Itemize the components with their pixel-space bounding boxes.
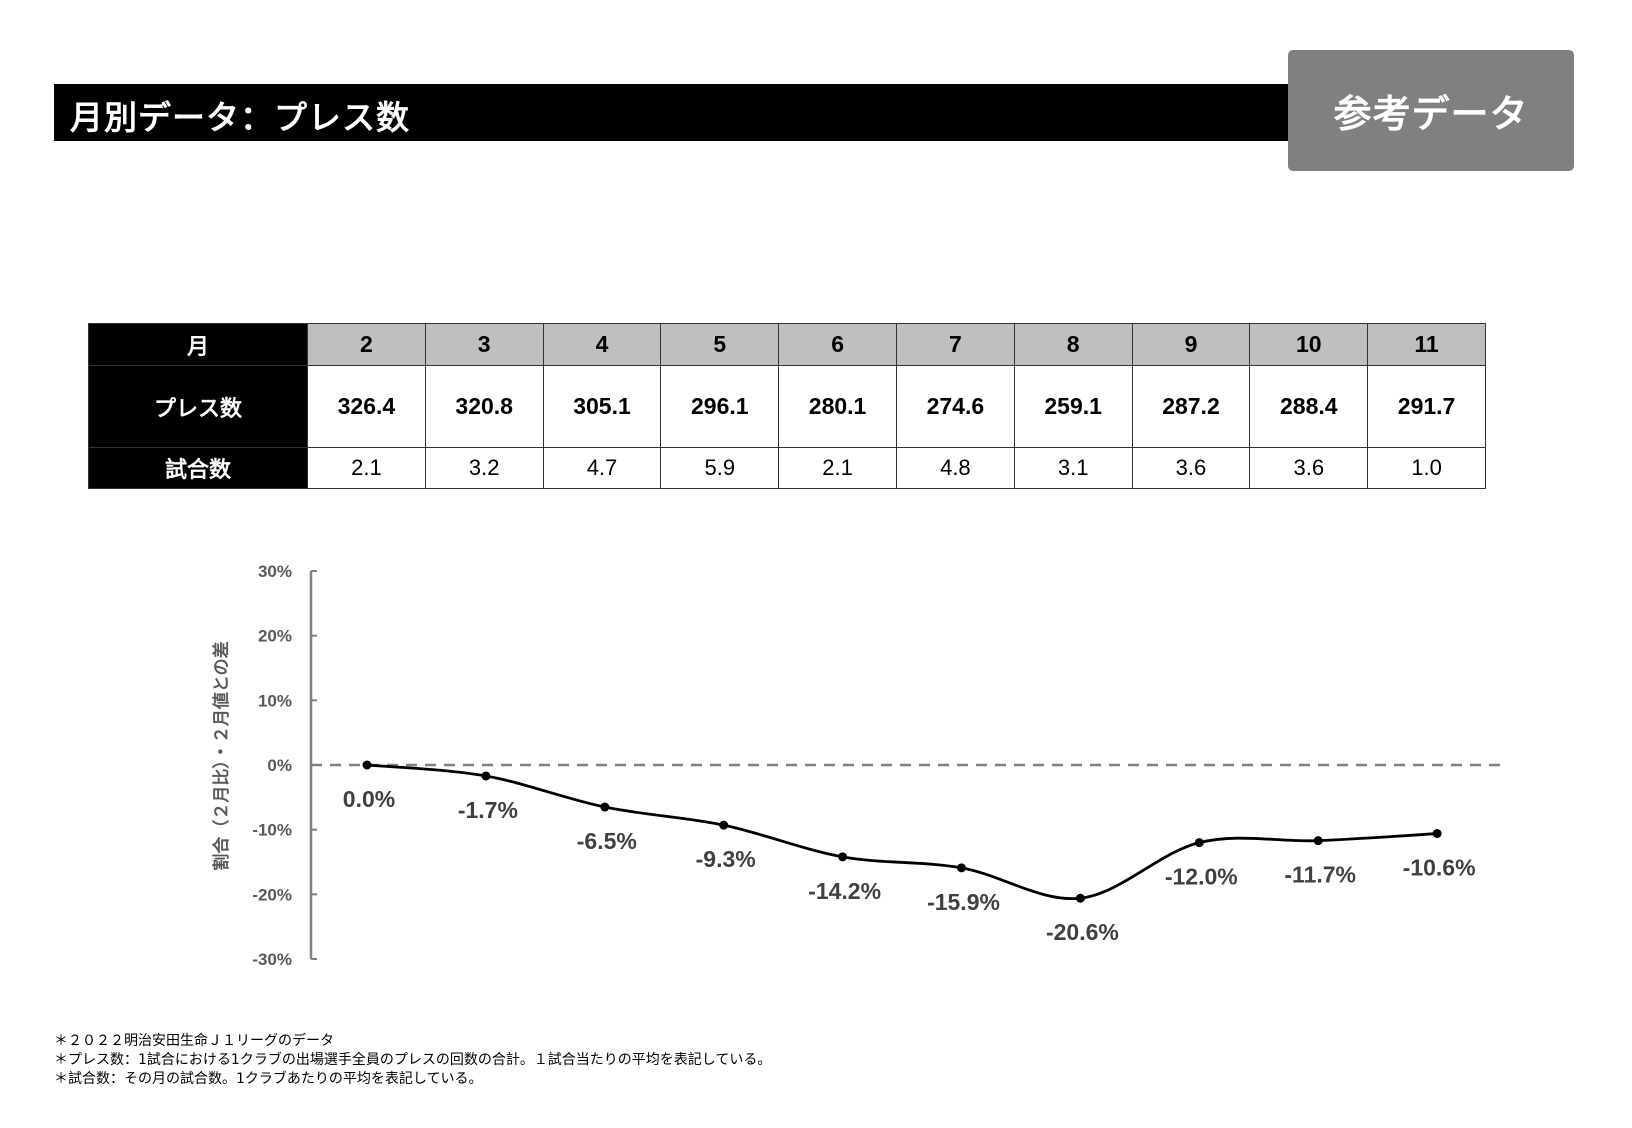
press-cell: 259.1 <box>1013 365 1133 448</box>
month-cell: 11 <box>1367 323 1486 366</box>
data-label: -10.6% <box>1403 855 1476 881</box>
games-cell: 3.1 <box>1013 447 1133 489</box>
games-cell: 4.7 <box>542 447 662 489</box>
y-tick-label: 20% <box>258 627 292 646</box>
press-row: プレス数 326.4 320.8 305.1 296.1 280.1 274.6… <box>88 365 1486 448</box>
games-cell: 3.6 <box>1131 447 1251 489</box>
press-cell: 288.4 <box>1249 365 1369 448</box>
month-row-label: 月 <box>88 323 308 366</box>
title-bar: 月別データ：プレス数 <box>54 84 1304 141</box>
data-label: -9.3% <box>696 846 756 872</box>
y-axis-label: 割合（２月比）・２月値との差 <box>211 641 232 870</box>
footnote: ＊試合数：その月の試合数。1クラブあたりの平均を表記している。 <box>54 1071 483 1087</box>
data-point <box>838 852 848 862</box>
data-label: -12.0% <box>1165 864 1238 890</box>
games-cell: 5.9 <box>660 447 780 489</box>
footnote: ＊２０２２明治安田生命Ｊ１リーグのデータ <box>54 1033 334 1049</box>
month-cell: 4 <box>542 323 662 366</box>
press-cell: 280.1 <box>778 365 897 448</box>
reference-data-badge: 参考データ <box>1288 50 1574 171</box>
press-cell: 320.8 <box>424 365 544 448</box>
data-label: -6.5% <box>577 828 637 854</box>
games-cell: 3.6 <box>1249 447 1369 489</box>
y-tick-label: 10% <box>258 691 292 710</box>
footnotes: ＊２０２２明治安田生命Ｊ１リーグのデータ ＊プレス数：1試合における1クラブの出… <box>54 1032 771 1089</box>
data-point <box>1432 829 1442 839</box>
data-label: -1.7% <box>458 797 518 823</box>
line-chart: 30% 20% 10% 0% -10% -20% -30% 0.0% -1.7% -6.5% -9.… <box>211 562 1500 969</box>
y-tick-label: 30% <box>258 562 292 581</box>
games-row: 試合数 2.1 3.2 4.7 5.9 2.1 4.8 3.1 3.6 3.6 … <box>88 447 1486 489</box>
monthly-data-table: 月 2 3 4 5 6 7 8 9 10 11 プレス数 326.4 320.8… <box>88 323 1486 489</box>
data-point <box>362 760 372 770</box>
data-label: -20.6% <box>1046 919 1119 945</box>
month-row: 月 2 3 4 5 6 7 8 9 10 11 <box>88 323 1486 366</box>
month-cell: 10 <box>1249 323 1369 366</box>
y-tick-label: 0% <box>267 756 292 775</box>
data-point <box>1194 838 1204 848</box>
games-cell: 2.1 <box>307 447 426 489</box>
games-row-label: 試合数 <box>88 447 308 489</box>
games-cell: 4.8 <box>895 447 1015 489</box>
games-cell: 2.1 <box>778 447 897 489</box>
data-label: -14.2% <box>808 878 881 904</box>
data-label: -15.9% <box>927 889 1000 915</box>
data-point <box>481 771 491 781</box>
page-title: 月別データ：プレス数 <box>70 98 410 137</box>
games-cell: 1.0 <box>1367 447 1486 489</box>
month-cell: 5 <box>660 323 780 366</box>
y-tick-label: -10% <box>252 821 292 840</box>
y-tick-label: -20% <box>252 885 292 904</box>
series-line <box>366 763 1438 901</box>
data-label: -11.7% <box>1284 862 1356 888</box>
data-point <box>957 863 966 873</box>
footnote: ＊プレス数：1試合における1クラブの出場選手全員のプレスの回数の合計。１試合当た… <box>54 1052 772 1068</box>
press-row-label: プレス数 <box>88 365 308 448</box>
data-point <box>719 820 729 830</box>
month-cell: 6 <box>778 323 897 366</box>
month-cell: 7 <box>895 323 1015 366</box>
data-point <box>1075 893 1085 903</box>
month-cell: 8 <box>1013 323 1133 366</box>
press-cell: 296.1 <box>660 365 780 448</box>
data-point <box>1313 836 1323 846</box>
press-cell: 287.2 <box>1131 365 1251 448</box>
games-cell: 3.2 <box>424 447 544 489</box>
press-cell: 326.4 <box>307 365 426 448</box>
month-cell: 3 <box>424 323 544 366</box>
data-label: 0.0% <box>343 786 395 812</box>
y-tick-label: -30% <box>252 950 292 969</box>
data-point <box>600 802 610 812</box>
press-cell: 305.1 <box>542 365 662 448</box>
